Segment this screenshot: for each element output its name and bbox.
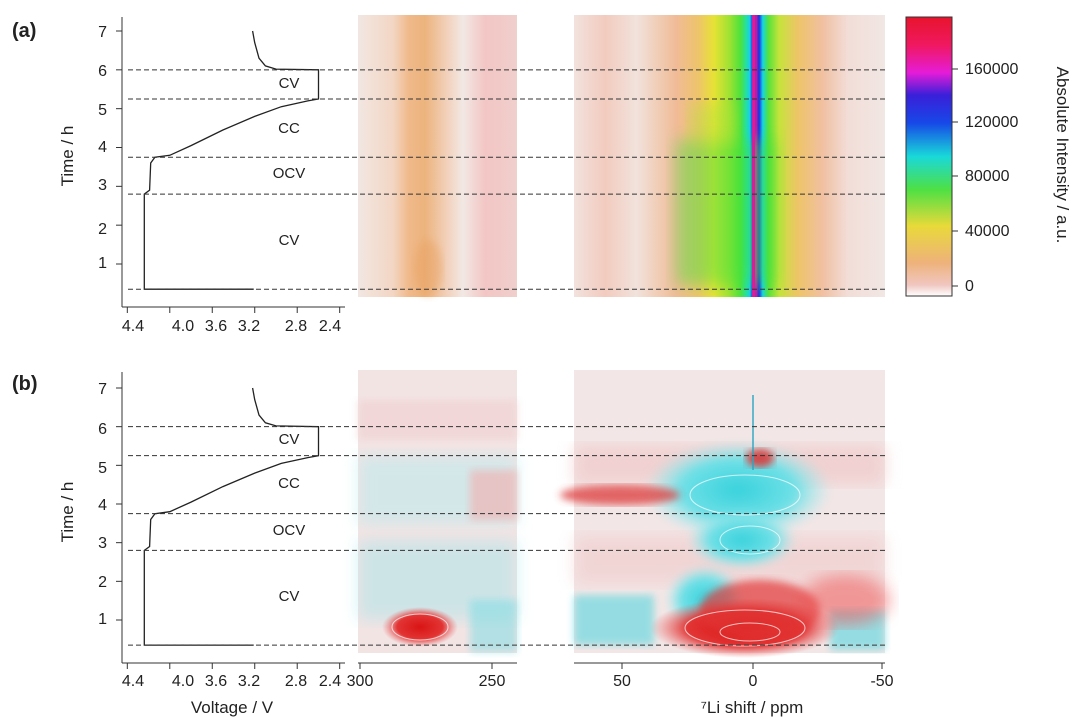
cbar-tick-120000: 120000 xyxy=(965,114,1018,131)
time-axis-label-b: Time / h xyxy=(58,482,77,543)
tick-b-5: 5 xyxy=(98,460,107,477)
panel-b-right-heatmap xyxy=(560,370,890,658)
panel-b-middle-heatmap xyxy=(358,370,517,653)
stick-300: 300 xyxy=(347,673,374,690)
axes-layer xyxy=(116,17,958,669)
stick-50: 50 xyxy=(613,673,631,690)
vtick-b-32: 3.2 xyxy=(238,673,260,690)
time-ticks-b: 1 2 3 4 5 6 7 xyxy=(98,381,107,628)
tick-a-3: 3 xyxy=(98,177,107,194)
vtick-b-44: 4.4 xyxy=(122,673,144,690)
vtick-b-24: 2.4 xyxy=(319,673,341,690)
shift-ticks: 300 250 50 0 -50 xyxy=(347,673,894,690)
vtick-a-40: 4.0 xyxy=(172,318,194,335)
tick-b-4: 4 xyxy=(98,497,107,514)
seg-b-ocv: OCV xyxy=(273,522,306,539)
vtick-a-28: 2.8 xyxy=(285,318,307,335)
segment-labels-a: CV CC OCV CV xyxy=(273,75,306,249)
cbar-tick-0: 0 xyxy=(965,278,974,295)
vtick-a-36: 3.6 xyxy=(205,318,227,335)
tick-a-1: 1 xyxy=(98,255,107,272)
panel-label-b: (b) xyxy=(12,373,38,395)
tick-b-7: 7 xyxy=(98,381,107,398)
vtick-a-44: 4.4 xyxy=(122,318,144,335)
voltage-curve-b xyxy=(143,387,320,646)
tick-a-6: 6 xyxy=(98,63,107,80)
tick-b-1: 1 xyxy=(98,611,107,628)
stick-250: 250 xyxy=(479,673,506,690)
seg-a-cv2: CV xyxy=(279,232,300,249)
colorbar-ticks: 0 40000 80000 120000 160000 xyxy=(965,61,1018,295)
cbar-tick-40000: 40000 xyxy=(965,223,1010,240)
vtick-a-32: 3.2 xyxy=(238,318,260,335)
time-axis-label-a: Time / h xyxy=(58,126,77,187)
segment-labels-b: CV CC OCV CV xyxy=(273,431,306,605)
panel-label-a: (a) xyxy=(12,20,36,42)
seg-b-cv1: CV xyxy=(279,431,300,448)
vtick-a-24: 2.4 xyxy=(319,318,341,335)
tick-a-2: 2 xyxy=(98,221,107,238)
shift-axis-label: ⁷Li shift / ppm xyxy=(701,698,804,717)
tick-a-4: 4 xyxy=(98,139,107,156)
cbar-tick-80000: 80000 xyxy=(965,168,1010,185)
panel-a-right-heatmap xyxy=(574,15,885,297)
seg-a-cc: CC xyxy=(278,120,300,137)
vtick-b-36: 3.6 xyxy=(205,673,227,690)
seg-a-ocv: OCV xyxy=(273,165,306,182)
tick-b-2: 2 xyxy=(98,574,107,591)
tick-b-6: 6 xyxy=(98,421,107,438)
vtick-b-28: 2.8 xyxy=(285,673,307,690)
tick-a-5: 5 xyxy=(98,102,107,119)
cbar-tick-160000: 160000 xyxy=(965,61,1018,78)
tick-a-7: 7 xyxy=(98,24,107,41)
colorbar xyxy=(905,16,953,297)
panel-a-middle-heatmap xyxy=(358,15,517,297)
seg-b-cv2: CV xyxy=(279,588,300,605)
seg-b-cc: CC xyxy=(278,475,300,492)
stick-0: 0 xyxy=(749,673,758,690)
voltage-curve-a xyxy=(143,30,320,290)
vtick-b-40: 4.0 xyxy=(172,673,194,690)
colorbar-label: Absolute Intensity / a.u. xyxy=(1053,67,1072,244)
tick-b-3: 3 xyxy=(98,535,107,552)
voltage-ticks-a: 4.4 4.0 3.6 3.2 2.8 2.4 xyxy=(122,318,341,335)
voltage-ticks-b: 4.4 4.0 3.6 3.2 2.8 2.4 xyxy=(122,673,341,690)
time-ticks-a: 1 2 3 4 5 6 7 xyxy=(98,24,107,272)
stick-m50: -50 xyxy=(870,673,893,690)
voltage-axis-label: Voltage / V xyxy=(191,698,274,717)
seg-a-cv1: CV xyxy=(279,75,300,92)
